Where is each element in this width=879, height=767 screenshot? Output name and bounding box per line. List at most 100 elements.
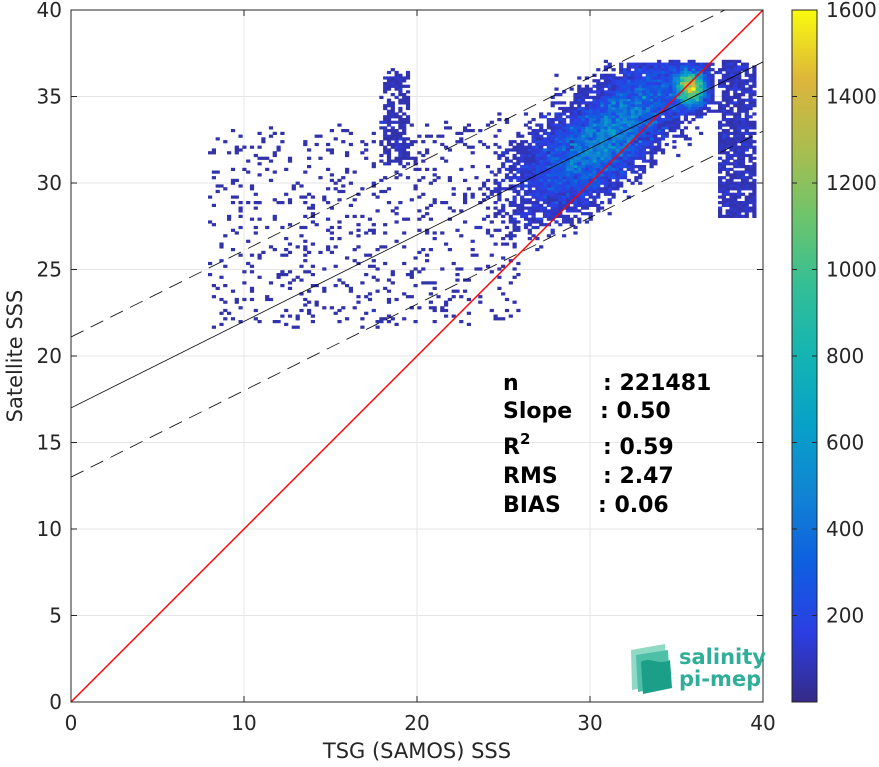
density-cell bbox=[310, 206, 315, 210]
density-cell bbox=[493, 214, 498, 218]
density-cell bbox=[558, 118, 563, 122]
density-cell bbox=[718, 195, 723, 199]
density-cell bbox=[584, 123, 589, 127]
density-cell bbox=[668, 112, 673, 116]
density-cell bbox=[527, 176, 532, 180]
density-cell bbox=[520, 176, 525, 180]
density-cell bbox=[729, 95, 734, 99]
density-cell bbox=[584, 134, 589, 138]
density-cell bbox=[744, 212, 749, 216]
density-cell bbox=[577, 156, 582, 160]
density-cell bbox=[249, 253, 255, 257]
density-cell bbox=[630, 126, 635, 130]
density-cell bbox=[725, 79, 730, 83]
density-cell bbox=[603, 76, 608, 80]
density-cell bbox=[573, 140, 578, 144]
density-cell bbox=[542, 195, 548, 199]
density-cell bbox=[402, 98, 407, 102]
density-cell bbox=[573, 134, 578, 138]
density-cell bbox=[539, 217, 544, 221]
density-cell bbox=[326, 142, 331, 147]
density-cell bbox=[394, 212, 399, 216]
density-cell bbox=[550, 129, 555, 133]
density-cell bbox=[733, 84, 738, 88]
density-cell bbox=[603, 120, 608, 124]
density-cell bbox=[626, 126, 631, 130]
density-cell bbox=[482, 198, 487, 202]
density-cell bbox=[603, 131, 608, 135]
density-cell bbox=[562, 101, 567, 105]
density-cell bbox=[565, 159, 570, 163]
density-cell bbox=[219, 184, 224, 188]
density-cell bbox=[581, 98, 586, 102]
density-cell bbox=[394, 156, 399, 160]
density-cell bbox=[596, 123, 601, 127]
density-cell bbox=[310, 212, 315, 216]
density-cell bbox=[725, 153, 730, 158]
density-cell bbox=[211, 148, 216, 152]
density-cell bbox=[562, 156, 567, 160]
colorbar-tick-label: 1600 bbox=[826, 0, 877, 22]
density-cell bbox=[299, 278, 304, 282]
density-cell bbox=[649, 98, 654, 102]
density-cell bbox=[737, 101, 742, 105]
density-cell bbox=[611, 93, 616, 97]
density-cell bbox=[577, 198, 582, 202]
density-cell bbox=[630, 70, 635, 75]
density-cell bbox=[721, 95, 726, 99]
density-cell bbox=[607, 106, 612, 111]
density-cell bbox=[584, 159, 589, 163]
density-cell bbox=[584, 203, 589, 207]
density-cell bbox=[432, 237, 437, 241]
density-cell bbox=[740, 159, 746, 163]
density-cell bbox=[577, 195, 582, 199]
density-cell bbox=[542, 167, 548, 171]
density-cell bbox=[596, 131, 601, 135]
density-cell bbox=[565, 178, 570, 182]
density-cell bbox=[725, 142, 730, 147]
density-cell bbox=[718, 151, 723, 155]
density-cell bbox=[337, 198, 342, 202]
density-cell bbox=[592, 118, 597, 122]
density-cell bbox=[622, 76, 628, 80]
density-cell bbox=[752, 120, 757, 124]
density-cell bbox=[729, 126, 734, 130]
density-cell bbox=[577, 98, 582, 102]
density-cell bbox=[718, 178, 723, 182]
density-cell bbox=[348, 181, 353, 185]
density-cell bbox=[493, 187, 498, 191]
density-cell bbox=[668, 68, 673, 72]
density-cell bbox=[356, 192, 361, 196]
density-cell bbox=[584, 220, 589, 224]
density-cell bbox=[725, 178, 730, 182]
density-cell bbox=[523, 167, 529, 171]
density-cell bbox=[402, 148, 407, 152]
density-cell bbox=[527, 220, 532, 224]
density-cell bbox=[603, 167, 608, 171]
density-cell bbox=[501, 153, 506, 158]
density-cell bbox=[539, 159, 544, 163]
density-cell bbox=[672, 84, 677, 88]
density-cell bbox=[565, 137, 570, 141]
density-cell bbox=[603, 181, 608, 185]
density-cell bbox=[588, 176, 593, 180]
density-cell bbox=[390, 112, 395, 116]
stats-label: R2 bbox=[503, 430, 530, 460]
density-cell bbox=[413, 162, 418, 166]
density-cell bbox=[737, 59, 742, 63]
density-cell bbox=[592, 203, 597, 207]
density-cell bbox=[630, 134, 635, 138]
density-cell bbox=[539, 181, 544, 185]
density-cell bbox=[588, 170, 593, 174]
density-cell bbox=[596, 206, 601, 210]
density-cell bbox=[398, 90, 403, 94]
density-cell bbox=[489, 189, 494, 194]
density-cell bbox=[558, 165, 563, 169]
density-cell bbox=[657, 93, 662, 97]
density-cell bbox=[596, 153, 601, 158]
density-cell bbox=[653, 120, 658, 124]
density-cell bbox=[729, 148, 734, 152]
density-cell bbox=[577, 178, 582, 182]
density-cell bbox=[234, 300, 239, 304]
